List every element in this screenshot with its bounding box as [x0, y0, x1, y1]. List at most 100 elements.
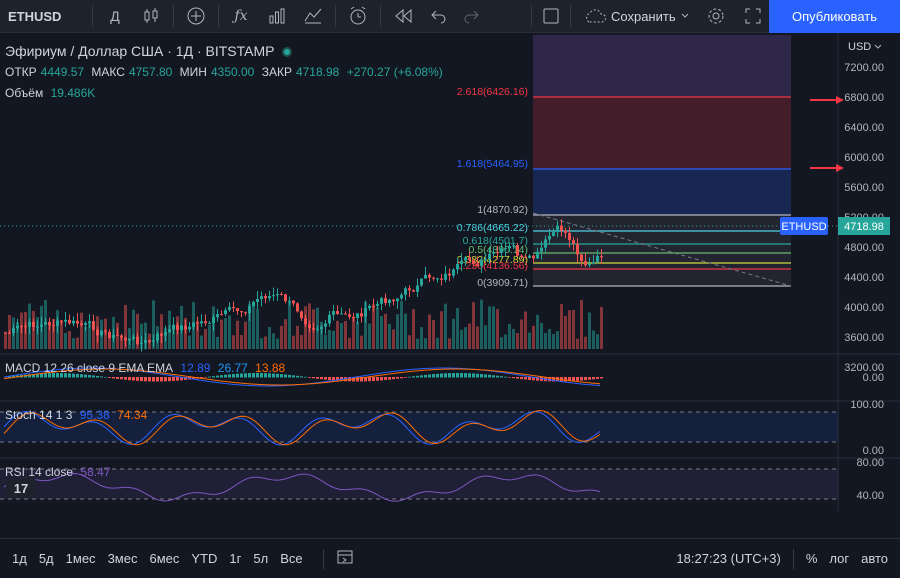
- price-tick: 5600.00: [844, 182, 884, 194]
- goto-date-icon[interactable]: [330, 549, 360, 568]
- macd-value-3: 13.88: [255, 361, 286, 375]
- macd-histogram-bar: [140, 377, 143, 382]
- volume-bar: [308, 303, 311, 349]
- candle-body: [492, 252, 495, 254]
- stoch-tick: 0.00: [863, 445, 884, 457]
- macd-histogram-bar: [152, 377, 155, 382]
- range-1[interactable]: 5д: [38, 551, 54, 566]
- volume-bar: [268, 327, 271, 349]
- rsi-value: 58.47: [80, 465, 111, 479]
- toolbar-divider: [380, 5, 381, 27]
- alert-icon[interactable]: [340, 0, 376, 33]
- volume-bar: [228, 315, 231, 349]
- volume-bar: [564, 315, 567, 349]
- range-3[interactable]: 3мес: [107, 551, 138, 566]
- candle-body: [532, 255, 535, 259]
- add-compare-icon[interactable]: [178, 0, 214, 33]
- save-label: Сохранить: [611, 8, 676, 24]
- high-label: МАКС: [91, 65, 125, 79]
- macd-histogram-bar: [420, 375, 423, 378]
- volume-bar: [88, 323, 91, 349]
- volume-bar: [600, 306, 603, 349]
- macd-histogram-bar: [280, 374, 283, 378]
- log-toggle[interactable]: лог: [829, 551, 850, 566]
- candle-body: [416, 285, 419, 292]
- candle-body: [220, 314, 223, 316]
- candle-body: [204, 321, 207, 324]
- undo-icon[interactable]: [421, 0, 455, 33]
- macd-histogram-bar: [28, 374, 31, 378]
- templates-icon[interactable]: [295, 0, 331, 33]
- stoch-k-line: [3, 411, 601, 446]
- market-status-icon: [282, 47, 293, 58]
- candle-body: [72, 320, 75, 324]
- volume-bar: [20, 312, 23, 349]
- macd-histogram-bar: [32, 373, 35, 378]
- candles-icon[interactable]: [133, 0, 169, 33]
- chart-area[interactable]: 7200.006800.006400.006000.005600.005200.…: [0, 33, 900, 511]
- candle-body: [324, 323, 327, 327]
- financials-icon[interactable]: [259, 0, 295, 33]
- layout-icon[interactable]: [536, 0, 566, 33]
- symbol-search-button[interactable]: ETHUSD: [8, 8, 62, 24]
- range-5[interactable]: YTD: [191, 551, 218, 566]
- candle-body: [572, 240, 575, 244]
- macd-histogram-bar: [92, 375, 95, 378]
- range-2[interactable]: 1мес: [65, 551, 96, 566]
- macd-histogram-bar: [592, 377, 595, 380]
- volume-bar: [52, 318, 55, 349]
- range-6[interactable]: 1г: [229, 551, 242, 566]
- range-4[interactable]: 6мес: [149, 551, 180, 566]
- candle-body: [536, 251, 539, 259]
- candle-body: [396, 298, 399, 302]
- volume-bar: [244, 321, 247, 349]
- candle-body: [236, 308, 239, 312]
- candle-body: [480, 259, 483, 267]
- percent-toggle[interactable]: %: [805, 551, 818, 566]
- macd-histogram-bar: [552, 377, 555, 382]
- volume-bar: [340, 323, 343, 349]
- candle-body: [348, 314, 351, 317]
- clock-time[interactable]: 18:27:23 (UTC+3): [676, 551, 781, 566]
- range-0[interactable]: 1д: [12, 551, 27, 566]
- volume-bar: [496, 309, 499, 349]
- volume-bar: [368, 323, 371, 349]
- save-button[interactable]: Сохранить: [575, 0, 698, 33]
- macd-histogram-bar: [276, 373, 279, 378]
- volume-value: 19.486K: [50, 86, 96, 100]
- macd-legend: MACD 12 26 close 9 EMA EMA 12.89 26.77 1…: [5, 361, 289, 375]
- auto-toggle[interactable]: авто: [861, 551, 888, 566]
- macd-histogram-bar: [164, 377, 167, 382]
- indicators-icon[interactable]: ƒx: [234, 8, 248, 24]
- interval-button[interactable]: Д: [110, 8, 120, 24]
- chart-canvas[interactable]: 7200.006800.006400.006000.005600.005200.…: [0, 33, 900, 511]
- volume-bar: [68, 330, 71, 349]
- currency-selector[interactable]: USD: [848, 41, 882, 53]
- replay-icon[interactable]: [385, 0, 421, 33]
- volume-bar: [296, 325, 299, 349]
- macd-label: MACD 12 26 close 9 EMA EMA: [5, 361, 174, 375]
- candle-body: [392, 299, 395, 302]
- volume-bar: [500, 337, 503, 349]
- range-7[interactable]: 5л: [253, 551, 269, 566]
- macd-histogram-bar: [580, 377, 583, 381]
- cloud-icon: [586, 9, 606, 23]
- candle-body: [300, 311, 303, 319]
- settings-gear-icon[interactable]: [698, 0, 734, 33]
- volume-bar: [156, 326, 159, 349]
- volume-bar: [512, 328, 515, 349]
- volume-bar: [232, 335, 235, 349]
- publish-button[interactable]: Опубликовать: [769, 0, 900, 33]
- volume-bar: [84, 326, 87, 349]
- candle-body: [508, 246, 511, 249]
- redo-icon[interactable]: [455, 0, 489, 33]
- volume-bar: [44, 300, 47, 349]
- range-8[interactable]: Все: [280, 551, 303, 566]
- volume-bar: [116, 322, 119, 349]
- fullscreen-icon[interactable]: [734, 0, 772, 33]
- tradingview-logo[interactable]: 17: [6, 478, 36, 498]
- volume-bar: [28, 303, 31, 349]
- candle-body: [360, 313, 363, 317]
- change-value: +270.27 (+6.08%): [346, 65, 443, 79]
- macd-histogram-bar: [100, 376, 103, 378]
